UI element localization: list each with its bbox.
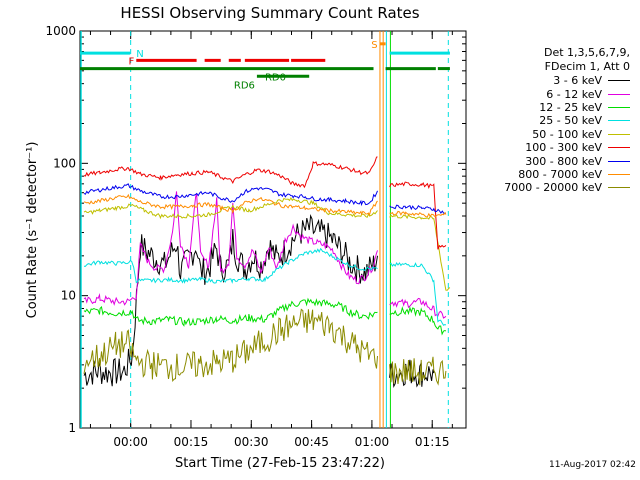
legend-entry-label: 300 - 800 keV [525, 154, 602, 168]
legend-entry: 50 - 100 keV [470, 128, 636, 141]
legend-entry-label: 12 - 25 keV [539, 100, 602, 114]
series-3-line-resume [389, 306, 447, 336]
legend-entry: 800 - 7000 keV [470, 168, 636, 181]
legend-entry: 12 - 25 keV [470, 101, 636, 114]
legend-swatch [608, 106, 630, 108]
legend-entry-label: 6 - 12 keV [546, 87, 602, 101]
legend-entry-label: 25 - 50 keV [539, 114, 602, 128]
legend-entries: 3 - 6 keV 6 - 12 keV 12 - 25 keV 25 - 50 ke… [470, 74, 636, 195]
x-tick-label: 00:30 [234, 435, 269, 449]
series-8-line [83, 193, 378, 217]
legend-entry: 3 - 6 keV [470, 74, 636, 87]
y-tick-label: 10 [61, 289, 76, 303]
legend-header-line-2: FDecim 1, Att 0 [544, 60, 630, 73]
legend-swatch [608, 147, 630, 149]
series-5-line-resume [389, 214, 451, 291]
x-tick-label: 00:00 [113, 435, 148, 449]
series-6-line [83, 156, 378, 189]
series-3-line [83, 297, 378, 327]
legend-header-line-1: Det 1,3,5,6,7,9, [543, 46, 630, 59]
x-tick-label: 00:15 [174, 435, 209, 449]
legend-swatch [608, 173, 630, 175]
series-8-line-resume [389, 210, 447, 218]
flag-label-s: S [371, 40, 377, 51]
x-tick-label: 01:00 [355, 435, 390, 449]
x-tick-label: 01:15 [415, 435, 450, 449]
series-4-line [83, 247, 378, 284]
legend-entry: 7000 - 20000 keV [470, 181, 636, 194]
series-2-line [83, 191, 378, 306]
legend-swatch [608, 133, 630, 135]
flag-label-n: N [136, 49, 143, 60]
series-5-line [83, 197, 378, 220]
legend-entry: 6 - 12 keV [470, 87, 636, 101]
x-axis-label: Start Time (27-Feb-15 23:47:22) [175, 456, 385, 471]
legend-entry-label: 800 - 7000 keV [518, 167, 602, 181]
legend-entry-label: 50 - 100 keV [532, 127, 602, 141]
legend-entry-label: 100 - 300 keV [525, 141, 602, 155]
legend-swatch [608, 120, 630, 122]
legend-swatch [608, 80, 630, 82]
series-9-line-resume [389, 356, 447, 386]
series-4-line-resume [389, 262, 447, 326]
series-7-line-resume [389, 204, 446, 214]
chart-title: HESSI Observing Summary Count Rates [120, 4, 419, 22]
legend-entry-label: 7000 - 20000 keV [504, 181, 602, 195]
plot-area: 1 10 100 1000 00:00 00:15 00:30 00:45 01:00 01:15… [45, 24, 467, 449]
flag-label-rd0: RD0 [265, 73, 286, 84]
legend-entry: 100 - 300 keV [470, 141, 636, 154]
flag-label-f: F [129, 56, 135, 67]
legend-entry: 300 - 800 keV [470, 154, 636, 168]
legend-entry-label: 3 - 6 keV [553, 74, 602, 88]
legend-swatch [608, 160, 630, 162]
series-7-line [83, 183, 378, 207]
y-axis-label: Count Rate (s⁻¹ detector⁻¹) [25, 142, 40, 319]
x-tick-label: 00:45 [294, 435, 329, 449]
legend-swatch [608, 187, 630, 189]
footer-timestamp: 11-Aug-2017 02:42 [548, 460, 636, 470]
series-2-line-resume [389, 297, 447, 319]
legend: Det 1,3,5,6,7,9, FDecim 1, Att 0 3 - 6 k… [470, 46, 636, 195]
flag-label-rd6: RD6 [234, 80, 255, 91]
plot-frame [79, 30, 467, 429]
series-9-line [83, 308, 378, 383]
y-tick-label: 100 [53, 156, 76, 170]
y-tick-label: 1 [68, 421, 76, 435]
legend-swatch [608, 93, 630, 95]
legend-entry: 25 - 50 keV [470, 114, 636, 127]
y-tick-label: 1000 [45, 24, 76, 38]
series-6-line-resume [389, 181, 447, 250]
